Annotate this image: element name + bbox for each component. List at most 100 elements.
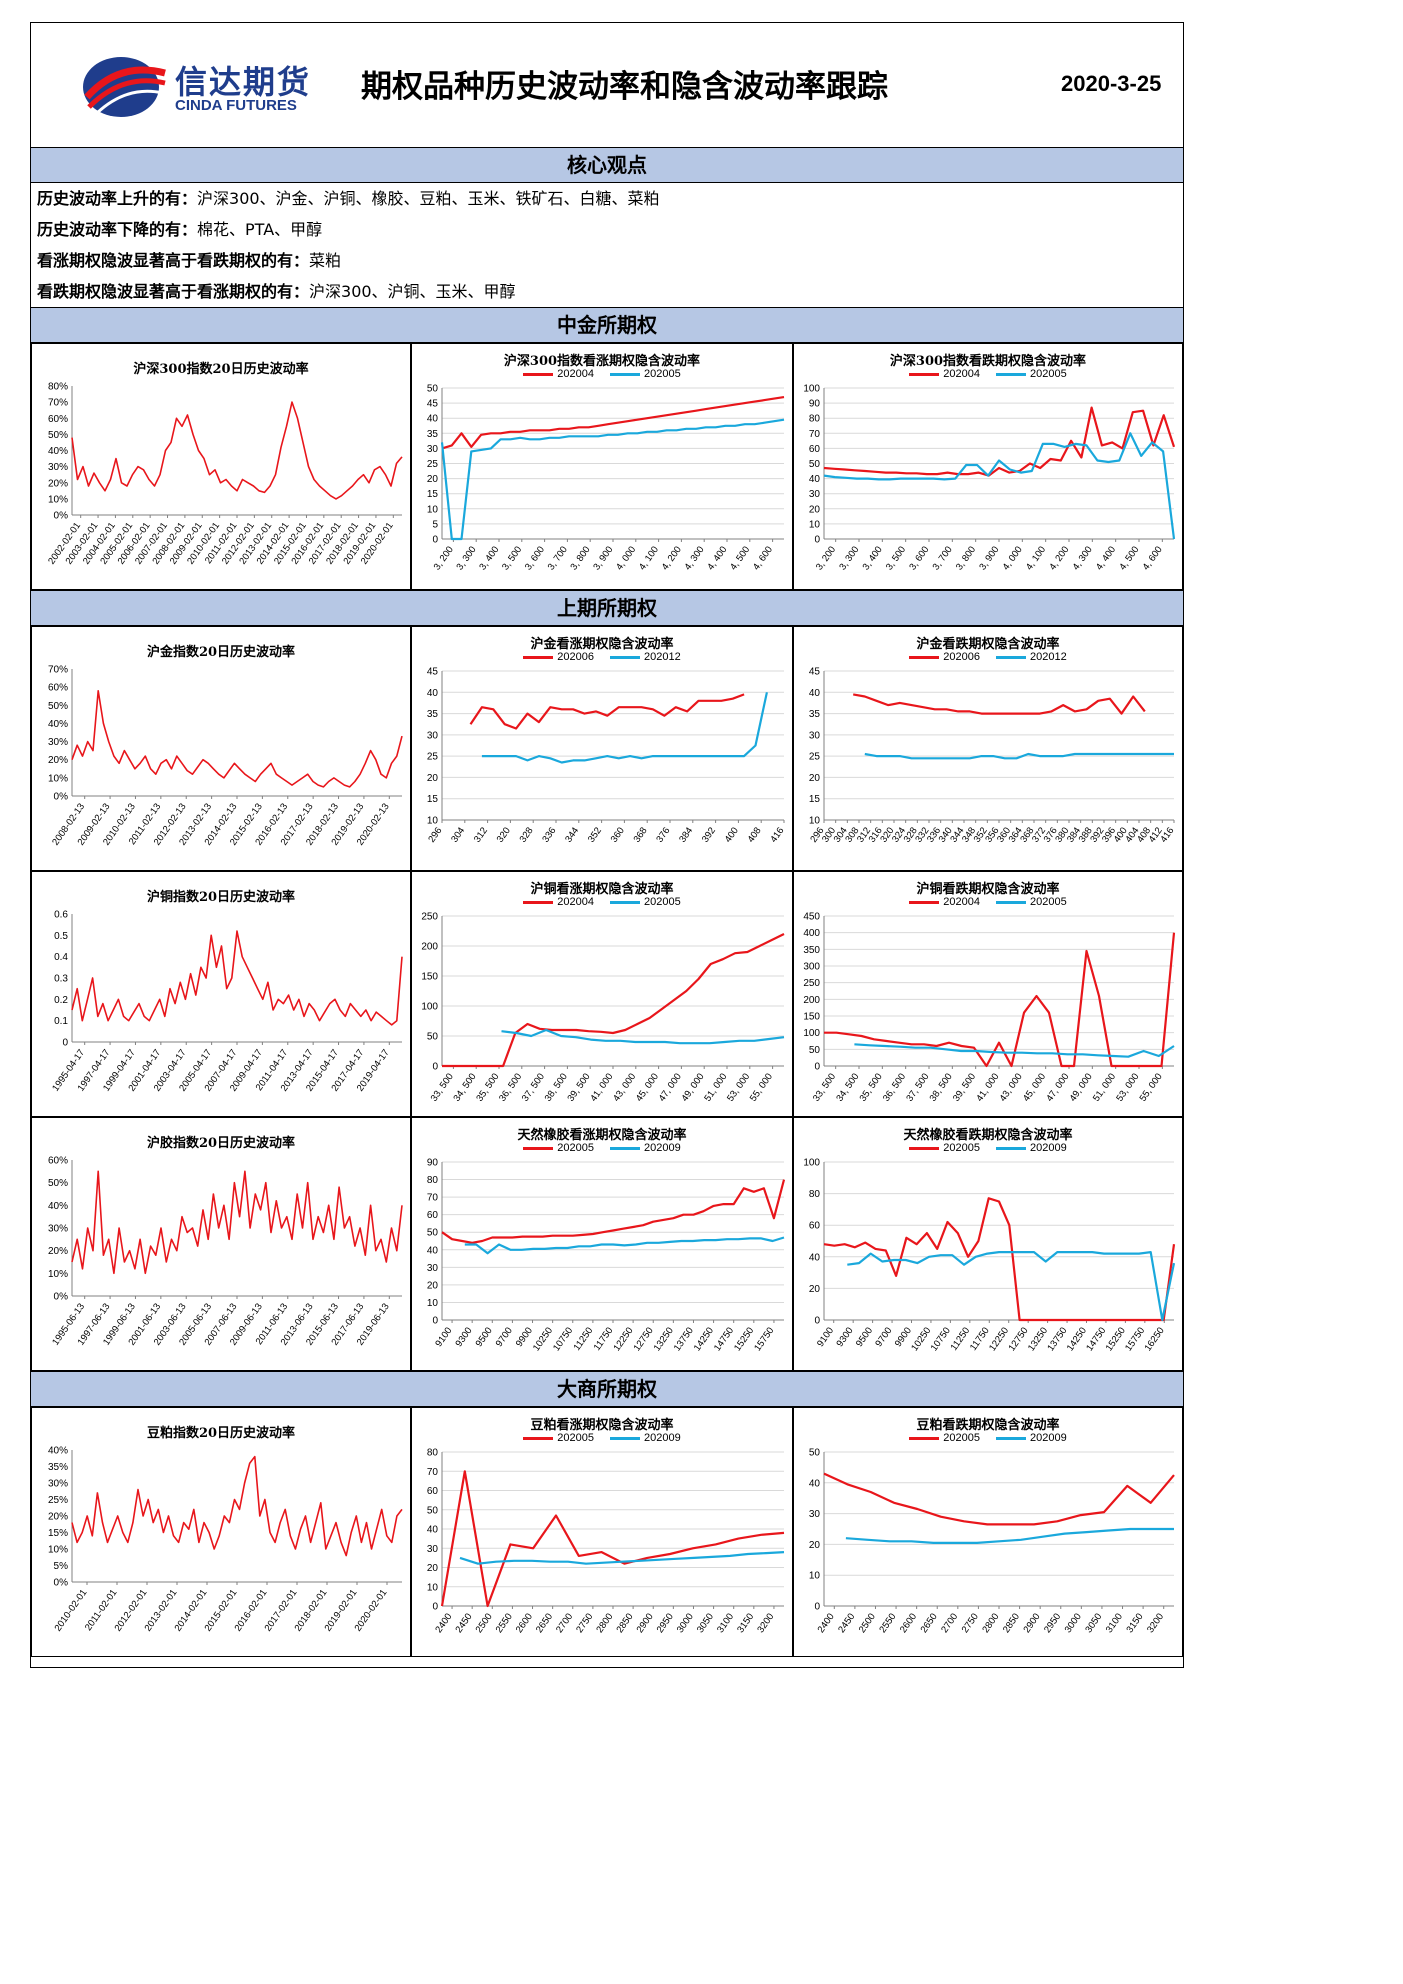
chart-svg: 0%10%20%30%40%50%60%1995-06-131997-06-13… bbox=[48, 1156, 403, 1348]
y-tick-label: 0.1 bbox=[54, 1016, 68, 1027]
legend-swatch bbox=[610, 655, 640, 659]
chart-title: 沪深300指数看涨期权隐含波动率 bbox=[503, 354, 701, 369]
y-tick-label: 60% bbox=[48, 414, 68, 425]
y-tick-label: 70 bbox=[427, 1193, 439, 1204]
y-tick-label: 50% bbox=[48, 430, 68, 441]
chart-legend: 202004 202005 bbox=[794, 368, 1182, 380]
legend-label: 202005 bbox=[943, 1432, 980, 1444]
y-tick-label: 20 bbox=[427, 1280, 439, 1291]
y-tick-label: 10 bbox=[427, 1298, 439, 1309]
y-tick-label: 35 bbox=[809, 709, 821, 720]
y-tick-label: 45 bbox=[809, 667, 821, 678]
x-tick-label: 3, 700 bbox=[931, 544, 955, 572]
chart-m_put_iv: 豆粕看跌期权隐含波动率 202005 202009 0 10 20 30 40 50 2400 24… bbox=[793, 1407, 1183, 1657]
x-tick-label: 45, 000 bbox=[634, 1071, 661, 1103]
y-tick-label: 20% bbox=[48, 1512, 68, 1523]
y-tick-label: 10 bbox=[809, 816, 821, 827]
x-tick-label: 43, 000 bbox=[611, 1071, 638, 1103]
x-tick-label: 336 bbox=[540, 825, 558, 844]
x-tick-label: 14750 bbox=[712, 1325, 736, 1353]
legend-item: 202004 bbox=[909, 368, 980, 380]
legend-item: 202012 bbox=[996, 651, 1067, 663]
x-tick-label: 368 bbox=[632, 825, 650, 844]
chart-svg: 0%10%20%30%40%50%60%70%2008-02-132009-02… bbox=[48, 665, 403, 848]
y-tick-label: 35 bbox=[427, 429, 439, 440]
legend-swatch bbox=[523, 1146, 554, 1150]
y-tick-label: 40 bbox=[427, 688, 439, 699]
y-tick-label: 0 bbox=[432, 1316, 438, 1327]
x-tick-label: 2500 bbox=[857, 1611, 878, 1635]
legend-item: 202004 bbox=[909, 896, 980, 908]
y-tick-label: 30 bbox=[427, 730, 439, 741]
x-tick-label: 47, 000 bbox=[1044, 1071, 1071, 1103]
y-tick-label: 50 bbox=[427, 384, 439, 395]
y-tick-label: 300 bbox=[803, 962, 820, 973]
x-tick-label: 3, 600 bbox=[523, 544, 547, 572]
series-line-202004 bbox=[823, 406, 1176, 477]
y-tick-label: 20% bbox=[48, 1246, 68, 1257]
x-tick-label: 2950 bbox=[655, 1611, 676, 1635]
legend-item: 202005 bbox=[523, 1142, 594, 1154]
legend-label: 202004 bbox=[943, 896, 980, 908]
section-dce: 大商所期权 bbox=[31, 1371, 1183, 1407]
legend-item: 202009 bbox=[996, 1432, 1067, 1444]
y-tick-label: 10 bbox=[427, 816, 439, 827]
series-line-202004 bbox=[824, 932, 1176, 1068]
y-tick-label: 30 bbox=[809, 730, 821, 741]
x-tick-label: 3000 bbox=[1063, 1611, 1084, 1635]
chart-svg: 0102030405060708090910093009500970099001… bbox=[427, 1158, 786, 1353]
legend-item: 202005 bbox=[996, 896, 1067, 908]
y-tick-label: 200 bbox=[803, 995, 820, 1006]
legend-item: 202012 bbox=[610, 651, 681, 663]
x-tick-label: 2700 bbox=[554, 1611, 575, 1635]
view-value: 菜粕 bbox=[309, 251, 342, 270]
legend-item: 202005 bbox=[610, 368, 681, 380]
legend-label: 202009 bbox=[1030, 1432, 1067, 1444]
series-line-202005 bbox=[823, 1472, 1175, 1526]
legend-item: 202004 bbox=[523, 368, 594, 380]
x-tick-label: 2450 bbox=[453, 1611, 474, 1635]
legend-label: 202009 bbox=[644, 1432, 681, 1444]
x-tick-label: 37, 500 bbox=[904, 1071, 931, 1103]
x-tick-label: 51, 000 bbox=[1091, 1071, 1118, 1103]
x-tick-label: 49, 000 bbox=[679, 1071, 706, 1103]
view-line-3: 看涨期权隐波显著高于看跌期权的有：菜粕 bbox=[31, 245, 1183, 276]
x-tick-label: 35, 500 bbox=[474, 1071, 501, 1103]
x-tick-label: 328 bbox=[518, 825, 536, 844]
y-tick-label: 0.2 bbox=[54, 995, 68, 1006]
chart-cu_call_iv: 沪铜看涨期权隐含波动率 202004 202005 0 50 100 150 200 250 33… bbox=[411, 871, 793, 1117]
x-tick-label: 2550 bbox=[494, 1611, 515, 1635]
x-tick-label: 16250 bbox=[1143, 1325, 1167, 1353]
chart-title: 沪铜指数20日历史波动率 bbox=[146, 890, 296, 905]
chart-m_hv: 豆粕指数20日历史波动率 0% 5% 10% 15% 20% 25% 30% 35% 40% 201… bbox=[31, 1407, 411, 1657]
y-tick-label: 10 bbox=[427, 504, 439, 515]
chart-hs300_hv: 沪深300指数20日历史波动率 0% 10% 20% 30% 40% 50% 60% 70% 80… bbox=[31, 343, 411, 590]
chart-legend: 202006 202012 bbox=[794, 651, 1182, 663]
y-tick-label: 15 bbox=[809, 794, 821, 805]
series-line-202012 bbox=[864, 752, 1174, 760]
y-tick-label: 40% bbox=[48, 1446, 68, 1457]
y-tick-label: 30 bbox=[809, 489, 821, 500]
x-tick-label: 2800 bbox=[594, 1611, 615, 1635]
x-tick-label: 11750 bbox=[592, 1325, 616, 1352]
x-tick-label: 33, 500 bbox=[429, 1071, 456, 1103]
x-tick-label: 49, 000 bbox=[1068, 1071, 1095, 1103]
legend-item: 202005 bbox=[996, 368, 1067, 380]
legend-swatch bbox=[996, 372, 1026, 376]
chart-svg: 0 10 20 30 40 50 60 70 80 90 100 3, 200 3, 300 3, 400… bbox=[803, 384, 1176, 572]
y-tick-label: 450 bbox=[803, 912, 820, 923]
legend-item: 202009 bbox=[610, 1142, 681, 1154]
x-tick-label: 15250 bbox=[732, 1325, 756, 1353]
legend-item: 202005 bbox=[610, 896, 681, 908]
chart-ru_call_iv: 天然橡胶看涨期权隐含波动率 202005 202009 0 10 20 30 40 50 60 70… bbox=[411, 1117, 793, 1371]
legend-swatch bbox=[996, 1436, 1026, 1440]
y-tick-label: 25 bbox=[809, 752, 821, 763]
logo-english-name: CINDA FUTURES bbox=[175, 97, 297, 114]
y-tick-label: 0% bbox=[54, 1578, 69, 1589]
y-tick-label: 60 bbox=[809, 1221, 821, 1232]
legend-item: 202009 bbox=[610, 1432, 681, 1444]
legend-item: 202005 bbox=[909, 1432, 980, 1444]
x-tick-label: 2500 bbox=[474, 1611, 495, 1635]
chart-svg: 00.10.20.30.40.50.61995-04-171997-04-171… bbox=[50, 910, 403, 1094]
x-tick-label: 9300 bbox=[834, 1325, 855, 1349]
